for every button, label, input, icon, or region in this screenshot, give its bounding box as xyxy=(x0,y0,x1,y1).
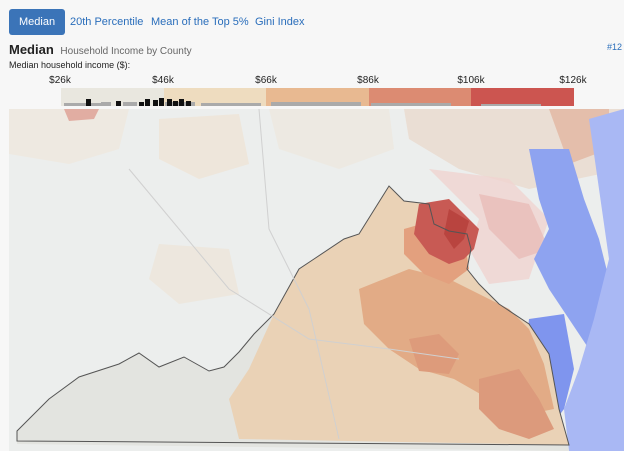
histogram-bar xyxy=(101,102,111,106)
histogram-bar xyxy=(173,101,178,106)
histogram-bar xyxy=(145,99,150,106)
tab-median[interactable]: Median xyxy=(9,9,66,35)
legend-tick: $86k xyxy=(357,75,379,86)
corner-link[interactable]: #12 xyxy=(606,42,622,52)
tab-mean-top-5[interactable]: Mean of the Top 5% xyxy=(151,16,249,28)
chesapeake-bay xyxy=(529,149,609,349)
neighbor-county xyxy=(64,109,99,121)
histogram-bar xyxy=(481,104,541,106)
neighbor-county xyxy=(159,114,249,179)
title-subtitle: Household Income by County xyxy=(60,46,192,57)
histogram-bar xyxy=(86,99,91,106)
arlington-county xyxy=(444,209,469,249)
legend-color-bar xyxy=(61,88,574,106)
histogram-bar xyxy=(159,98,164,106)
legend-segment xyxy=(471,88,574,106)
page-title: Median Household Income by County xyxy=(9,42,192,57)
histogram-bar xyxy=(139,102,144,106)
legend-tick: $46k xyxy=(152,75,174,86)
state-border xyxy=(16,185,570,446)
neighbor-county xyxy=(479,194,549,259)
histogram-bar xyxy=(179,99,184,106)
atlantic-ocean xyxy=(564,109,624,451)
histogram-bar xyxy=(116,101,121,106)
legend-segment xyxy=(266,88,369,106)
legend-tick: $26k xyxy=(49,75,71,86)
neighbor-county xyxy=(149,244,239,304)
richmond-area-counties xyxy=(409,334,459,374)
hampton-roads-counties xyxy=(479,369,554,439)
neighbor-county xyxy=(9,109,129,164)
histogram-bar xyxy=(271,102,361,106)
histogram-bar xyxy=(371,103,451,106)
histogram-bar xyxy=(64,103,104,106)
histogram-bar xyxy=(201,103,261,106)
legend-tick: $126k xyxy=(559,75,587,86)
histogram-bar xyxy=(186,101,191,106)
title-main: Median xyxy=(9,42,54,57)
histogram-bar xyxy=(167,99,172,106)
tab-20th-percentile[interactable]: 20th Percentile xyxy=(70,16,144,28)
metric-tabs: Median 20th Percentile Mean of the Top 5… xyxy=(0,0,624,40)
tab-gini-index[interactable]: Gini Index xyxy=(255,16,305,28)
highway-line xyxy=(128,168,460,360)
legend-tick: $66k xyxy=(255,75,277,86)
neighbor-county xyxy=(269,109,394,169)
legend-tick: $106k xyxy=(457,75,485,86)
highway-line xyxy=(258,109,340,440)
choropleth-map[interactable] xyxy=(9,109,624,451)
histogram-bar xyxy=(123,102,137,106)
histogram-bar xyxy=(153,100,158,106)
legend-segment xyxy=(369,88,471,106)
legend-label: Median household income ($): xyxy=(9,60,131,70)
